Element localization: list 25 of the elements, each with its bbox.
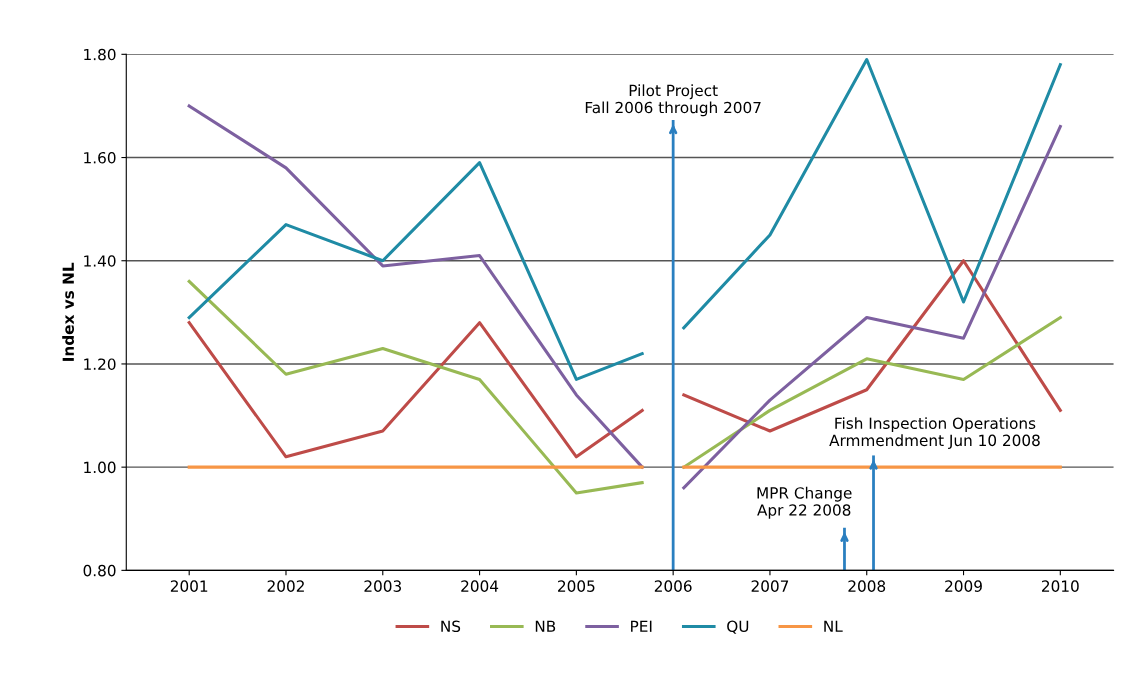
x-tick-label: 2007: [751, 580, 789, 592]
y-tick-label: 1.00: [84, 461, 116, 474]
ref-line-label: MPR Change Apr 22 2008: [757, 486, 852, 519]
x-tick-label: 2009: [945, 580, 982, 592]
legend-label: NL: [824, 620, 843, 632]
x-tick-label: 2010: [1042, 580, 1079, 592]
x-tick-label: 2003: [364, 580, 401, 592]
y-tick-label: 0.80: [83, 564, 116, 577]
legend-label: NS: [441, 620, 461, 633]
legend-label: NB: [535, 620, 556, 632]
legend-label: QU: [727, 620, 749, 634]
x-tick-label: 2006: [654, 580, 692, 592]
x-tick-label: 2002: [267, 580, 304, 592]
x-tick-label: 2004: [461, 580, 499, 592]
ref-line-label: Pilot Project Fall 2006 through 2007: [585, 84, 761, 117]
ref-line-label: Fish Inspection Operations Armmendment Jun 10 2008: [829, 417, 1040, 449]
x-tick-label: 2001: [170, 580, 208, 592]
y-axis-title: Index vs NL: [62, 262, 75, 361]
legend-label: PEI: [631, 620, 652, 632]
x-tick-label: 2005: [558, 580, 595, 592]
y-tick-label: 1.80: [84, 48, 116, 61]
y-tick-label: 1.20: [84, 358, 116, 370]
y-tick-label: 1.60: [84, 151, 116, 164]
y-tick-label: 1.40: [84, 255, 116, 267]
x-tick-label: 2008: [848, 580, 886, 592]
